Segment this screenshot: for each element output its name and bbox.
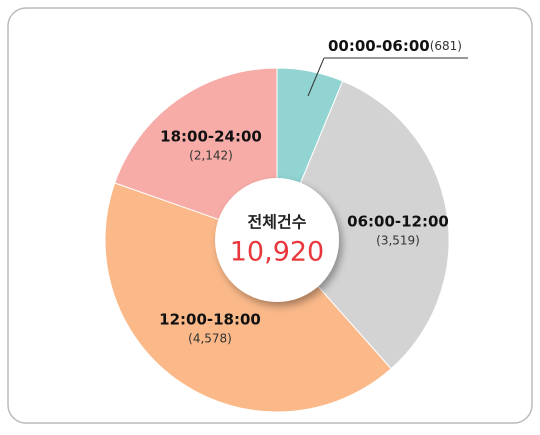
category-label: 18:00-24:00 (160, 128, 262, 146)
center-hole (215, 178, 339, 302)
center-total: 10,920 (230, 237, 324, 268)
leader-line (307, 57, 325, 97)
center-title: 전체건수 (248, 213, 307, 232)
value-label: (3,519) (376, 234, 420, 248)
value-label: (681) (430, 39, 462, 53)
category-label: 06:00-12:00 (347, 213, 449, 231)
category-label: 12:00-18:00 (159, 311, 261, 329)
slice-label: 00:00-06:00(681) (328, 37, 462, 55)
slice (276, 80, 450, 370)
category-label: 00:00-06:00 (328, 37, 430, 55)
value-label: (2,142) (189, 149, 233, 163)
slice (104, 182, 392, 413)
value-label: (4,578) (188, 332, 232, 346)
